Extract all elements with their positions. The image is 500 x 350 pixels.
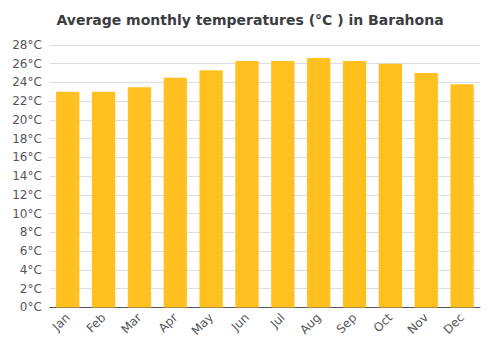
svg-text:Jul: Jul [267,311,288,332]
svg-text:12°C: 12°C [12,188,42,202]
svg-text:Feb: Feb [84,311,109,336]
svg-text:Mar: Mar [118,310,144,336]
svg-text:14°C: 14°C [12,169,42,183]
svg-text:6°C: 6°C [20,244,42,258]
svg-text:10°C: 10°C [12,207,42,221]
svg-text:16°C: 16°C [12,150,42,164]
svg-text:18°C: 18°C [12,132,42,146]
svg-text:0°C: 0°C [20,300,42,314]
svg-text:24°C: 24°C [12,75,42,89]
svg-text:May: May [189,311,216,338]
svg-text:Oct: Oct [371,310,396,335]
svg-text:28°C: 28°C [12,38,42,52]
svg-text:Sep: Sep [334,311,360,337]
svg-text:Apr: Apr [156,310,181,335]
svg-text:2°C: 2°C [20,282,42,296]
svg-text:26°C: 26°C [12,57,42,71]
svg-text:Jun: Jun [228,311,252,335]
svg-text:8°C: 8°C [20,225,42,239]
svg-text:Jan: Jan [49,311,73,335]
svg-text:20°C: 20°C [12,113,42,127]
svg-text:22°C: 22°C [12,94,42,108]
svg-text:Aug: Aug [297,311,323,337]
svg-text:Average monthly temperatures (: Average monthly temperatures (°C ) in Ba… [56,12,443,28]
svg-text:Nov: Nov [405,311,431,337]
svg-text:4°C: 4°C [20,263,42,277]
svg-text:Dec: Dec [441,311,467,337]
